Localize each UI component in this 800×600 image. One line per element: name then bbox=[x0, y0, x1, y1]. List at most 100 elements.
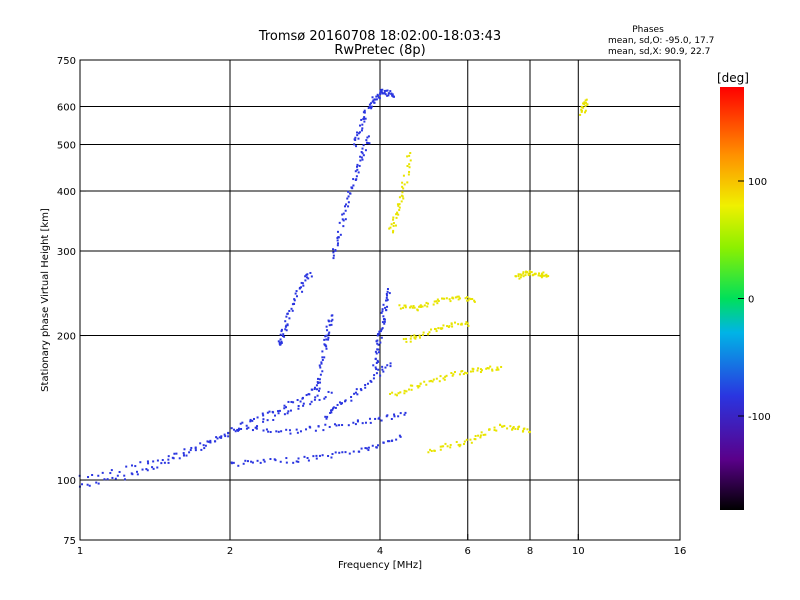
data-point bbox=[237, 427, 240, 430]
data-point bbox=[430, 449, 433, 452]
data-point bbox=[327, 338, 330, 341]
data-point bbox=[330, 314, 333, 317]
data-point bbox=[325, 417, 328, 420]
data-point bbox=[233, 428, 236, 431]
data-point bbox=[517, 426, 520, 429]
data-point bbox=[369, 421, 372, 424]
data-point bbox=[251, 419, 254, 422]
data-point bbox=[342, 225, 345, 228]
data-point bbox=[161, 459, 164, 462]
data-point bbox=[511, 428, 514, 431]
data-point bbox=[512, 427, 515, 430]
data-point bbox=[272, 411, 275, 414]
data-point bbox=[447, 326, 450, 329]
data-point bbox=[387, 92, 390, 95]
data-point bbox=[376, 342, 379, 345]
data-point bbox=[368, 142, 371, 145]
data-point bbox=[532, 273, 535, 276]
data-point bbox=[256, 459, 259, 462]
data-point bbox=[245, 424, 248, 427]
data-point bbox=[354, 423, 357, 426]
data-point bbox=[371, 100, 374, 103]
data-point bbox=[469, 438, 472, 441]
data-point bbox=[368, 417, 371, 420]
data-point bbox=[232, 461, 235, 464]
data-point bbox=[382, 303, 385, 306]
data-point bbox=[289, 432, 292, 435]
data-point bbox=[537, 274, 540, 277]
data-point bbox=[374, 98, 377, 101]
data-point bbox=[540, 272, 543, 275]
data-point bbox=[347, 201, 350, 204]
data-point bbox=[386, 89, 389, 92]
data-point bbox=[279, 338, 282, 341]
data-point bbox=[330, 391, 333, 394]
data-point bbox=[460, 323, 463, 326]
data-point bbox=[189, 449, 192, 452]
data-point bbox=[251, 461, 254, 464]
data-point bbox=[141, 468, 144, 471]
data-point bbox=[480, 369, 483, 372]
data-point bbox=[335, 424, 338, 427]
data-point bbox=[374, 357, 377, 360]
data-point bbox=[524, 271, 527, 274]
data-point bbox=[496, 366, 499, 369]
data-point bbox=[438, 380, 441, 383]
data-point bbox=[326, 329, 329, 332]
data-point bbox=[399, 412, 402, 415]
colorbar-label: [deg] bbox=[717, 71, 749, 85]
data-point bbox=[466, 322, 469, 325]
data-point bbox=[114, 477, 117, 480]
data-point bbox=[487, 367, 490, 370]
data-point bbox=[360, 129, 363, 132]
data-point bbox=[364, 447, 367, 450]
data-point bbox=[441, 327, 444, 330]
data-point bbox=[444, 442, 447, 445]
data-point bbox=[442, 377, 445, 380]
data-point bbox=[359, 155, 362, 158]
data-point bbox=[386, 364, 389, 367]
data-point bbox=[293, 298, 296, 301]
data-point bbox=[493, 429, 496, 432]
data-point bbox=[375, 446, 378, 449]
data-point bbox=[398, 203, 401, 206]
x-tick-label: 16 bbox=[674, 546, 687, 557]
data-point bbox=[167, 458, 170, 461]
data-point bbox=[540, 276, 543, 279]
data-point bbox=[318, 387, 321, 390]
data-point bbox=[365, 139, 368, 142]
data-point bbox=[380, 419, 383, 422]
data-point bbox=[305, 394, 308, 397]
data-point bbox=[357, 137, 360, 140]
data-point bbox=[466, 372, 469, 375]
data-point bbox=[288, 317, 291, 320]
data-point bbox=[255, 427, 258, 430]
data-point bbox=[151, 466, 154, 469]
data-point bbox=[382, 315, 385, 318]
data-point bbox=[350, 186, 353, 189]
data-point bbox=[433, 449, 436, 452]
data-point bbox=[519, 273, 522, 276]
data-point bbox=[495, 368, 498, 371]
data-point bbox=[395, 213, 398, 216]
data-point bbox=[301, 397, 304, 400]
data-point bbox=[364, 149, 367, 152]
data-point bbox=[332, 407, 335, 410]
data-point bbox=[376, 339, 379, 342]
data-point bbox=[348, 192, 351, 195]
data-point bbox=[374, 417, 377, 420]
data-point bbox=[379, 330, 382, 333]
data-point bbox=[304, 275, 307, 278]
data-point bbox=[386, 290, 389, 293]
data-point bbox=[469, 370, 472, 373]
data-point bbox=[377, 348, 380, 351]
data-point bbox=[338, 424, 341, 427]
data-point bbox=[455, 440, 458, 443]
data-point bbox=[280, 330, 283, 333]
data-point bbox=[441, 297, 444, 300]
data-point bbox=[524, 274, 527, 277]
data-point bbox=[445, 374, 448, 377]
data-point bbox=[309, 271, 312, 274]
data-point bbox=[466, 299, 469, 302]
data-point bbox=[402, 174, 405, 177]
